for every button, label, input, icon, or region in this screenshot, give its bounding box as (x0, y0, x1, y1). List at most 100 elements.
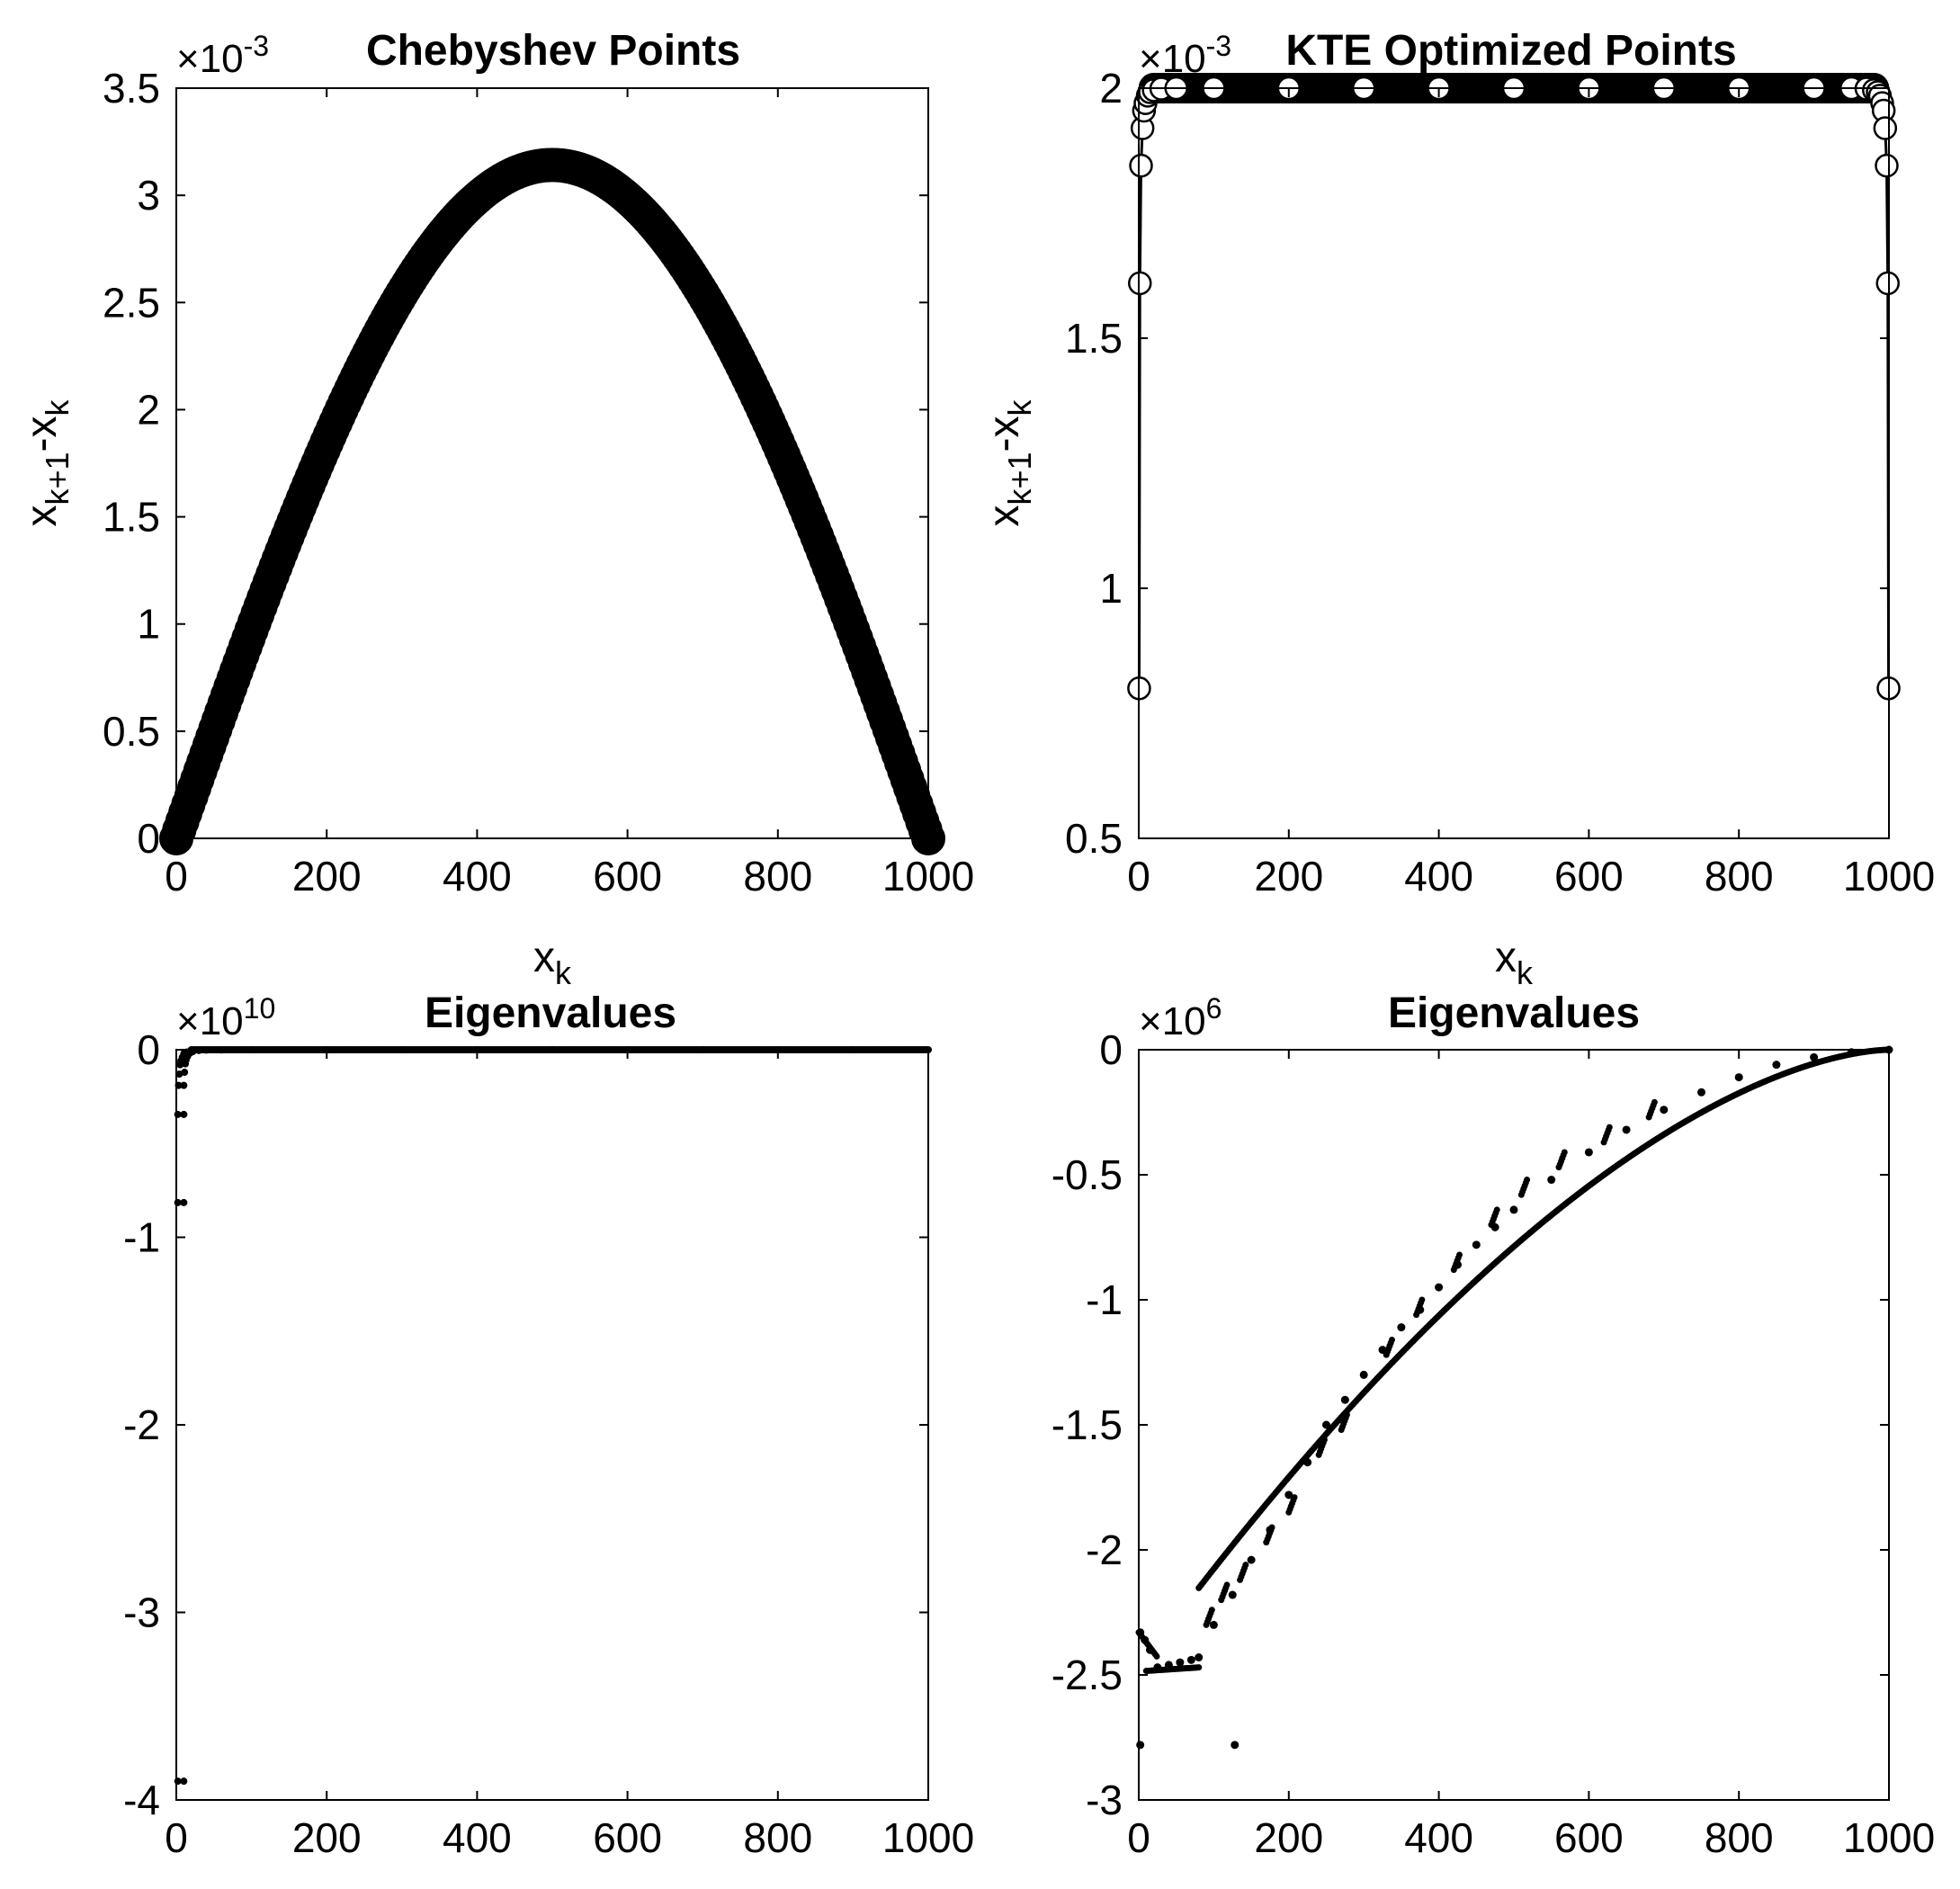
y-tick-label: -1 (123, 1214, 160, 1261)
data-point (1129, 153, 1153, 178)
x-tick-label: 800 (1705, 1814, 1774, 1861)
data-point (1493, 1206, 1500, 1213)
chart-title: Eigenvalues (1388, 989, 1640, 1037)
y-tick-label: -2 (123, 1401, 160, 1448)
y-tick-label: -3 (123, 1589, 160, 1636)
data-point (1772, 1061, 1781, 1070)
data-point (181, 1069, 189, 1077)
x-tick-label: 1000 (1843, 853, 1935, 900)
data-point (1284, 1491, 1293, 1500)
multiplier-exponent: -3 (244, 30, 269, 62)
x-axis-label: xk (1495, 934, 1534, 991)
x-tick-label: 0 (165, 853, 188, 900)
data-point (180, 1081, 188, 1089)
axis-multiplier: ×1010 (176, 992, 275, 1043)
data-point (1875, 153, 1899, 178)
y-tick-label: 2.5 (103, 279, 160, 326)
data-point (1322, 1420, 1330, 1429)
data-point (1291, 1494, 1298, 1501)
x-tick-label: 600 (593, 1814, 662, 1861)
panel-chebyshev: Chebyshev Points ×10-3 0 200 400 600 800 1000… (18, 27, 974, 991)
y-tick-label: 0.5 (1065, 815, 1123, 862)
axes-box (1138, 87, 1890, 839)
x-tick-label: 0 (1127, 1814, 1150, 1861)
x-tick-label: 200 (292, 853, 362, 900)
y-tick-label: 3 (137, 172, 160, 219)
data-point (1320, 1437, 1328, 1444)
data-point (1195, 1664, 1203, 1671)
data-point (1128, 271, 1152, 296)
multiplier-base: ×10 (176, 37, 244, 81)
axis-multiplier: ×106 (1139, 992, 1222, 1043)
data-point (180, 1110, 188, 1118)
y-tick-label: 1.5 (1065, 315, 1123, 362)
y-tick-label: -1 (1086, 1276, 1123, 1323)
y-tick-label: -4 (123, 1777, 160, 1823)
y-tick-label: 0.5 (103, 708, 160, 755)
x-tick-label: 1000 (1843, 1814, 1935, 1861)
data-point (1268, 1524, 1275, 1531)
x-tick-label: 600 (593, 853, 662, 900)
chart-title: Chebyshev Points (366, 27, 740, 75)
multiplier-exponent: 6 (1206, 992, 1222, 1025)
x-tick-label: 200 (1254, 1814, 1323, 1861)
x-tick-label: 600 (1554, 1814, 1624, 1861)
data-point (180, 1777, 188, 1786)
data-point (1228, 1590, 1237, 1599)
x-tick-label: 200 (1254, 853, 1323, 900)
panel-kte: KTE Optimized Points ×10-3 0 200 400 600 800… (980, 27, 1935, 991)
data-point (1561, 1149, 1568, 1156)
y-tick-label: -2 (1086, 1526, 1123, 1573)
x-tick-label: 0 (1127, 853, 1150, 900)
data-point (1343, 1411, 1350, 1419)
data-point (1472, 1240, 1481, 1249)
y-tick-label: -3 (1086, 1777, 1123, 1823)
y-tick-label: 1 (137, 601, 160, 648)
x-tick-label: 800 (743, 853, 812, 900)
data-point (1509, 1205, 1518, 1214)
multiplier-exponent: -3 (1206, 30, 1231, 62)
axis-multiplier: ×10-3 (176, 30, 269, 81)
x-tick-label: 400 (1404, 1814, 1473, 1861)
y-tick-label: 3.5 (103, 65, 160, 112)
data-point (1584, 1148, 1593, 1157)
data-point (1186, 1655, 1195, 1664)
x-tick-label: 800 (743, 1814, 812, 1861)
data-point (1873, 116, 1898, 140)
data-point (1209, 1620, 1218, 1629)
x-tick-label: 0 (165, 1814, 188, 1861)
x-tick-label: 200 (292, 1814, 362, 1861)
data-point (1524, 1177, 1531, 1184)
data-point (1242, 1562, 1249, 1569)
data-point (1419, 1296, 1426, 1303)
data-point (1397, 1323, 1406, 1332)
x-tick-label: 1000 (882, 1814, 974, 1861)
y-tick-label: 1 (1099, 565, 1123, 612)
y-tick-label: -1.5 (1052, 1401, 1123, 1448)
data-point (1231, 1741, 1240, 1750)
data-point (1388, 1336, 1395, 1343)
data-point (1660, 1106, 1669, 1115)
multiplier-base: ×10 (1139, 999, 1206, 1043)
y-tick-label: 2 (1099, 65, 1123, 112)
data-point (1359, 1370, 1368, 1379)
y-axis-label: xk+1-xk (980, 398, 1038, 526)
y-tick-label: -2.5 (1052, 1652, 1123, 1698)
panel-eigenvalues-kte: Eigenvalues ×106 0 200 400 600 800 1000 -3 -2.5… (1052, 989, 1935, 1861)
x-tick-label: 400 (443, 1814, 512, 1861)
x-tick-label: 400 (1404, 853, 1473, 900)
data-point (1810, 1052, 1819, 1061)
data-point (1456, 1251, 1463, 1258)
data-point (1208, 1607, 1215, 1614)
data-point (1247, 1555, 1256, 1564)
data-point (1153, 1652, 1160, 1660)
multiplier-exponent: 10 (244, 992, 276, 1025)
y-tick-label: 0 (1099, 1026, 1123, 1073)
data-point (1223, 1581, 1231, 1589)
data-point (1697, 1088, 1705, 1097)
x-axis-label: xk (533, 934, 572, 991)
data-point (1435, 1283, 1444, 1292)
y-axis-label: xk+1-xk (18, 398, 76, 526)
